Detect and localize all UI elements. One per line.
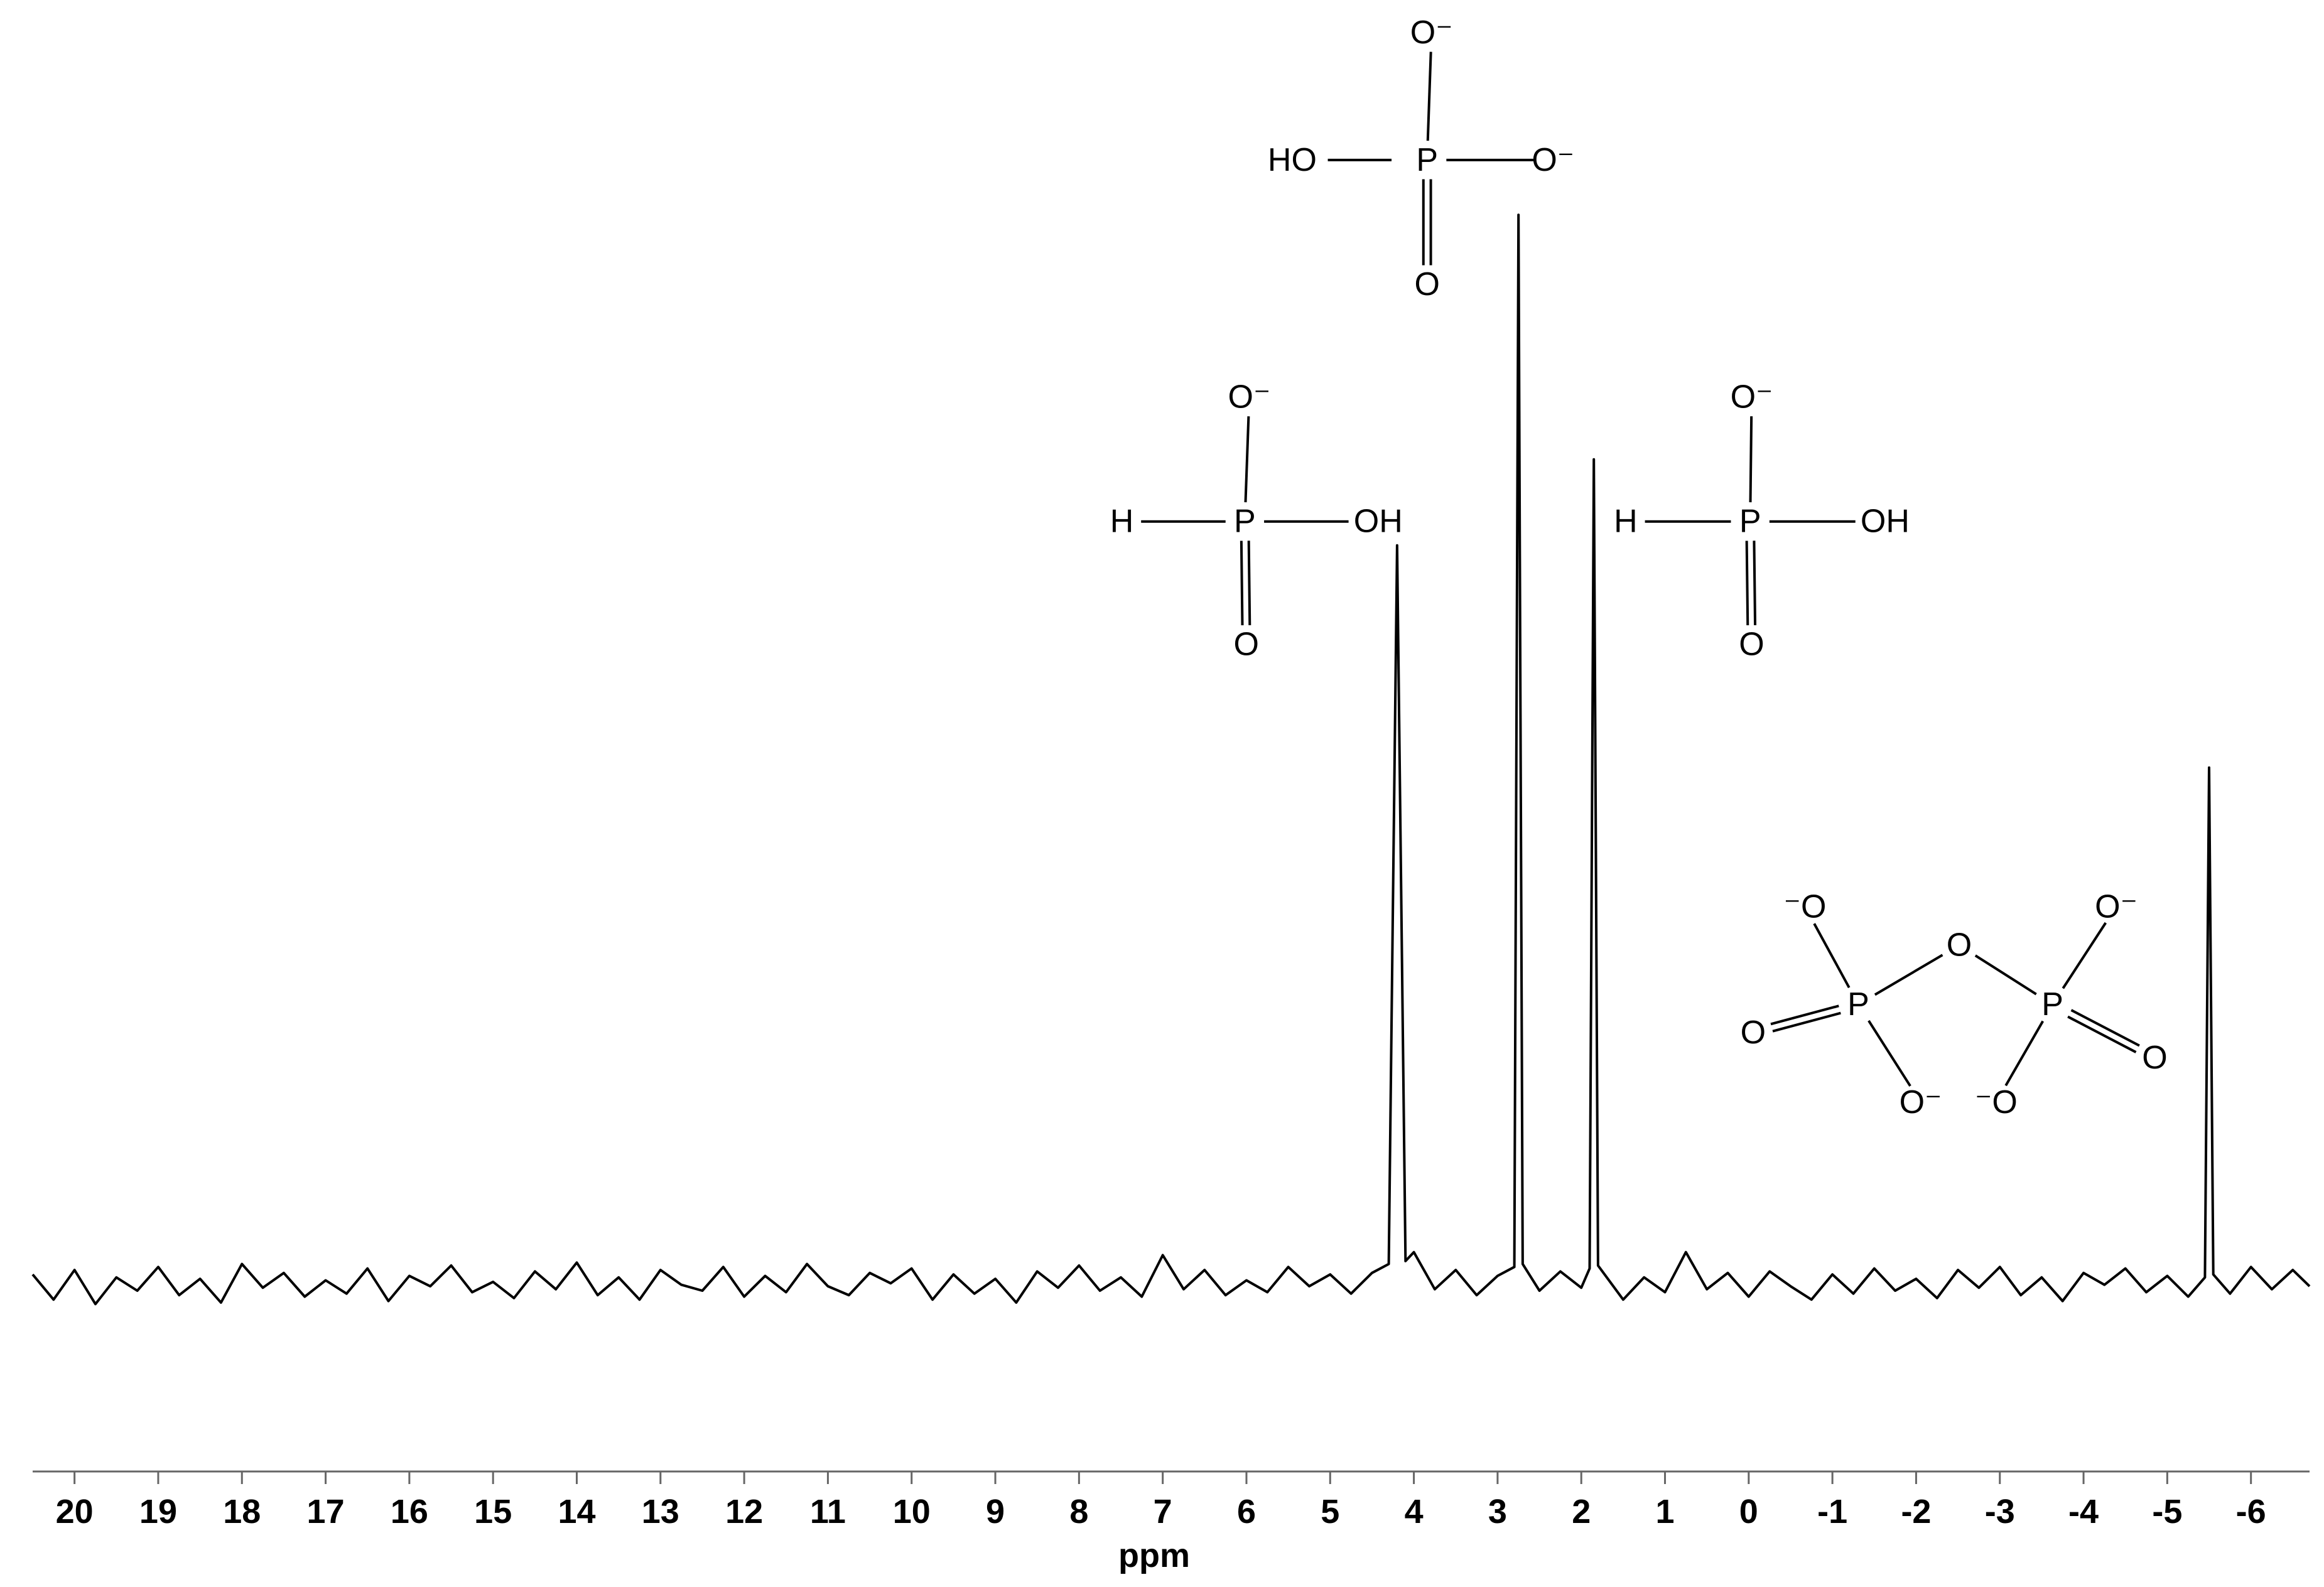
- atom-label: P: [1847, 986, 1869, 1023]
- x-tick-label: 1: [1655, 1493, 1674, 1531]
- bond: [1745, 541, 1749, 626]
- x-tick-label: 2: [1572, 1493, 1591, 1531]
- x-tick-label: 5: [1321, 1493, 1339, 1531]
- atom-label: O: [1741, 1014, 1766, 1051]
- bond: [1813, 923, 1851, 989]
- x-tick-label: 17: [307, 1493, 345, 1531]
- atom-label: P: [1234, 503, 1256, 540]
- x-tick-label: 15: [474, 1493, 512, 1531]
- atom-label: O⁻: [1410, 14, 1453, 51]
- atom-label: OH: [1354, 503, 1403, 540]
- x-tick-label: 8: [1069, 1493, 1088, 1531]
- x-tick-label: 12: [725, 1493, 763, 1531]
- x-tick-label: 0: [1739, 1493, 1758, 1531]
- atom-label: O⁻: [1731, 379, 1773, 415]
- bond: [1426, 51, 1432, 141]
- bond: [1244, 416, 1250, 503]
- x-tick-label: 19: [139, 1493, 177, 1531]
- x-tick-label: 16: [391, 1493, 428, 1531]
- atom-label: P: [1739, 503, 1761, 540]
- spectrum-line: [31, 213, 2311, 1306]
- atom-label: HO: [1268, 142, 1317, 178]
- atom-label: ⁻O: [1784, 888, 1827, 925]
- bond: [1753, 541, 1757, 625]
- atom-label: P: [2041, 986, 2063, 1023]
- x-tick-label: -5: [2152, 1493, 2182, 1531]
- atom-label: O⁻: [1532, 142, 1574, 178]
- atom-label: H: [1110, 503, 1134, 540]
- atom-label: P: [1416, 142, 1438, 178]
- atom-label: O: [1739, 627, 1764, 663]
- x-tick-label: 10: [893, 1493, 931, 1531]
- bond: [1247, 541, 1251, 625]
- atom-label: ⁻O: [1975, 1084, 2018, 1121]
- x-axis-label: ppm: [1118, 1537, 1190, 1574]
- atom-label: O⁻: [1228, 379, 1271, 415]
- x-tick-label: 6: [1237, 1493, 1256, 1531]
- bond: [1770, 1004, 1839, 1026]
- bond: [2070, 1009, 2140, 1047]
- x-tick-label: 7: [1154, 1493, 1172, 1531]
- x-tick-label: 3: [1488, 1493, 1507, 1531]
- bond: [1874, 954, 1943, 996]
- x-tick-label: 14: [558, 1493, 595, 1531]
- bond: [2062, 922, 2107, 989]
- x-tick-label: -6: [2236, 1493, 2266, 1531]
- x-tick-label: -2: [1901, 1493, 1931, 1531]
- x-tick-label: 9: [986, 1493, 1005, 1531]
- atom-label: O: [1414, 266, 1439, 303]
- atom-label: O: [2142, 1040, 2167, 1076]
- x-tick-label: 18: [223, 1493, 261, 1531]
- atom-label: O⁻: [1900, 1084, 1942, 1121]
- atom-label: O⁻: [2095, 888, 2138, 925]
- atom-label: H: [1614, 503, 1638, 540]
- x-tick-label: 4: [1405, 1493, 1424, 1531]
- bond: [1240, 541, 1244, 626]
- atom-label: O: [1947, 927, 1972, 964]
- atom-label: O: [1234, 627, 1259, 663]
- bond: [1749, 416, 1753, 503]
- atom-label: OH: [1861, 503, 1910, 540]
- x-tick-label: 13: [642, 1493, 679, 1531]
- x-tick-label: -4: [2068, 1493, 2099, 1531]
- bond: [2067, 1015, 2137, 1053]
- x-tick-label: -1: [1817, 1493, 1847, 1531]
- bond: [1867, 1019, 1911, 1087]
- bond: [1974, 954, 2037, 996]
- bond: [2004, 1020, 2045, 1087]
- bond: [1772, 1011, 1841, 1033]
- x-tick-label: 20: [56, 1493, 94, 1531]
- x-tick-label: 11: [810, 1493, 846, 1531]
- x-tick-label: -3: [1985, 1493, 2015, 1531]
